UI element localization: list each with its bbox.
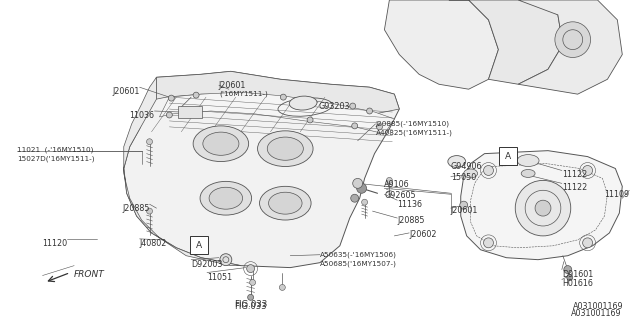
Text: J20601: J20601 <box>451 206 478 215</box>
Circle shape <box>246 265 255 273</box>
Circle shape <box>555 22 591 58</box>
Circle shape <box>250 279 255 285</box>
Circle shape <box>376 124 383 130</box>
Polygon shape <box>124 77 241 266</box>
Circle shape <box>220 254 232 266</box>
Ellipse shape <box>521 170 535 177</box>
Ellipse shape <box>448 156 466 167</box>
Circle shape <box>280 94 286 100</box>
Circle shape <box>564 266 572 274</box>
Circle shape <box>166 112 172 118</box>
Circle shape <box>349 103 356 109</box>
Ellipse shape <box>464 169 477 178</box>
Text: 11051: 11051 <box>207 273 232 282</box>
Text: G92605: G92605 <box>385 191 416 200</box>
Circle shape <box>147 139 152 145</box>
Text: J20601: J20601 <box>219 81 246 90</box>
Polygon shape <box>518 0 622 94</box>
Circle shape <box>280 284 285 290</box>
Circle shape <box>147 208 152 214</box>
Text: J20601: J20601 <box>112 87 140 96</box>
Circle shape <box>193 92 199 98</box>
Circle shape <box>248 294 253 300</box>
Polygon shape <box>385 0 499 89</box>
Text: A: A <box>196 241 202 250</box>
Text: H01616: H01616 <box>562 279 593 289</box>
Text: 11021  (-'16MY1510): 11021 (-'16MY1510) <box>17 147 93 153</box>
Text: J20885: J20885 <box>122 204 150 213</box>
Polygon shape <box>156 71 399 114</box>
Text: D91601: D91601 <box>562 269 593 279</box>
Ellipse shape <box>260 186 311 220</box>
Text: A031001169: A031001169 <box>573 302 623 311</box>
Polygon shape <box>461 151 622 260</box>
Text: G93203: G93203 <box>318 102 349 111</box>
Circle shape <box>356 183 367 193</box>
Text: ('16MY1511-): ('16MY1511-) <box>219 90 268 97</box>
Ellipse shape <box>269 192 302 214</box>
FancyBboxPatch shape <box>499 147 517 164</box>
Circle shape <box>582 238 593 248</box>
Polygon shape <box>124 71 399 268</box>
Text: J20602: J20602 <box>409 230 436 239</box>
Text: J20885: J20885 <box>397 216 425 225</box>
Text: FIG.033: FIG.033 <box>234 302 267 311</box>
Ellipse shape <box>289 96 317 110</box>
Text: D92003: D92003 <box>191 260 223 269</box>
Ellipse shape <box>209 187 243 209</box>
Text: FRONT: FRONT <box>74 270 105 279</box>
Ellipse shape <box>193 126 248 162</box>
Ellipse shape <box>200 181 252 215</box>
Text: A50685('16MY1507-): A50685('16MY1507-) <box>320 261 397 267</box>
Text: 11122: 11122 <box>562 171 587 180</box>
Circle shape <box>307 117 313 123</box>
Text: FIG.033: FIG.033 <box>234 300 268 309</box>
Text: G94906: G94906 <box>451 162 483 171</box>
Ellipse shape <box>257 131 313 166</box>
Circle shape <box>515 180 571 236</box>
FancyBboxPatch shape <box>179 106 202 118</box>
Ellipse shape <box>268 137 303 160</box>
Text: 11109: 11109 <box>604 190 629 199</box>
Circle shape <box>352 123 358 129</box>
Circle shape <box>567 275 573 281</box>
Circle shape <box>484 165 493 175</box>
Text: J40802: J40802 <box>140 239 167 248</box>
FancyBboxPatch shape <box>190 236 208 254</box>
Text: 11120: 11120 <box>42 239 67 248</box>
Text: 11136: 11136 <box>397 200 422 209</box>
Text: 11122: 11122 <box>562 183 587 192</box>
Circle shape <box>535 200 551 216</box>
Text: 11036: 11036 <box>129 111 154 120</box>
Circle shape <box>362 199 367 205</box>
Text: A50635(-'16MY1506): A50635(-'16MY1506) <box>320 252 397 258</box>
Text: A: A <box>505 152 511 161</box>
Text: A031001169: A031001169 <box>571 309 621 318</box>
Ellipse shape <box>203 132 239 155</box>
Circle shape <box>367 108 372 114</box>
Circle shape <box>168 95 174 101</box>
Circle shape <box>460 201 468 209</box>
Text: 15050: 15050 <box>451 173 476 182</box>
Polygon shape <box>159 92 394 134</box>
Circle shape <box>387 177 392 183</box>
Circle shape <box>582 165 593 175</box>
Text: J20885(-'16MY1510): J20885(-'16MY1510) <box>376 121 449 127</box>
Polygon shape <box>449 0 563 84</box>
Circle shape <box>484 238 493 248</box>
Circle shape <box>351 194 358 202</box>
Text: A9106: A9106 <box>385 180 410 189</box>
Ellipse shape <box>517 155 539 166</box>
Circle shape <box>353 179 363 188</box>
Text: A40825('16MY1511-): A40825('16MY1511-) <box>376 130 452 136</box>
Text: 15027D('16MY1511-): 15027D('16MY1511-) <box>17 156 94 162</box>
